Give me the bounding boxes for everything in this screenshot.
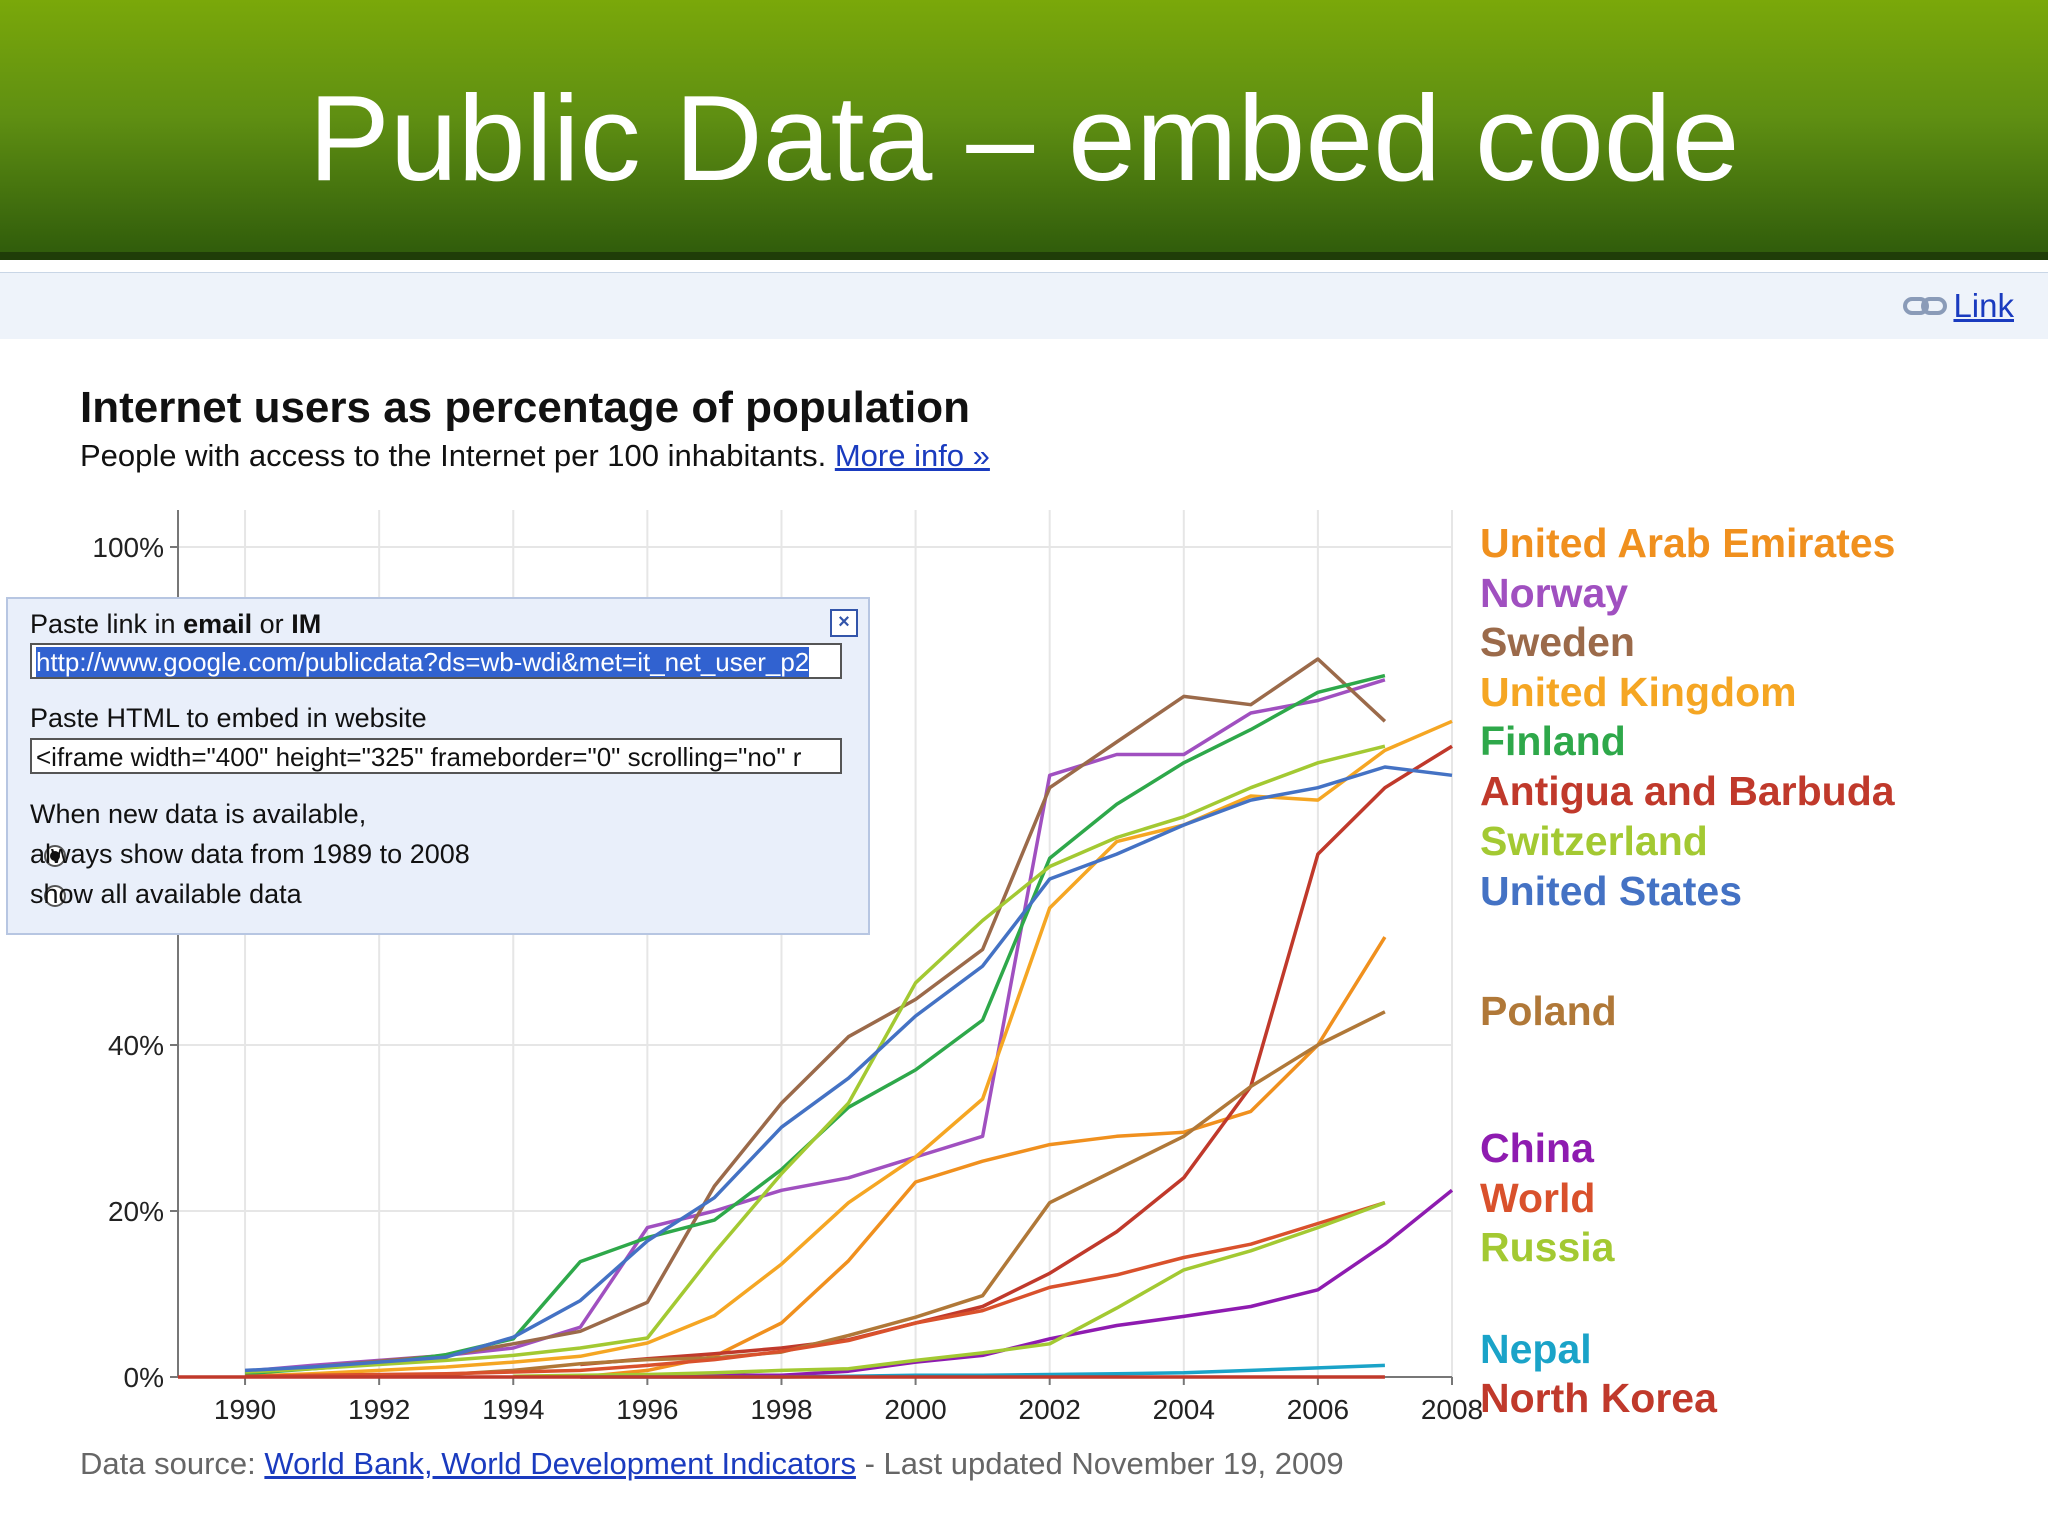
y-tick-label: 0% — [124, 1362, 164, 1393]
x-tick-label: 2008 — [1421, 1394, 1483, 1425]
legend-item[interactable]: Poland — [1480, 988, 1617, 1034]
legend-item[interactable]: United Arab Emirates — [1480, 520, 1896, 566]
series-line — [245, 765, 1453, 1373]
x-tick-label: 2004 — [1153, 1394, 1215, 1425]
chart-title: Internet users as percentage of populati… — [80, 383, 970, 432]
data-source: Data source: World Bank, World Developme… — [80, 1446, 1344, 1482]
y-tick-label: 100% — [92, 532, 164, 563]
series-line — [379, 1010, 1386, 1378]
legend-item[interactable]: United States — [1480, 868, 1742, 914]
y-tick-label: 20% — [108, 1196, 164, 1227]
slide-header: Public Data – embed code — [0, 0, 2048, 260]
x-tick-label: 1994 — [482, 1394, 544, 1425]
legend-item[interactable]: United Kingdom — [1480, 669, 1797, 715]
source-suffix: - Last updated November 19, 2009 — [864, 1446, 1344, 1481]
series-line — [245, 1201, 1386, 1378]
x-tick-label: 1998 — [750, 1394, 812, 1425]
legend-item[interactable]: World — [1480, 1175, 1596, 1221]
legend-item[interactable]: Sweden — [1480, 619, 1635, 665]
link-url-value: http://www.google.com/publicdata?ds=wb-w… — [36, 647, 810, 677]
x-tick-label: 1996 — [616, 1394, 678, 1425]
x-tick-label: 2002 — [1019, 1394, 1081, 1425]
option-fixed-radio[interactable] — [44, 845, 66, 867]
embed-field-label: Paste HTML to embed in website — [30, 703, 427, 733]
link-chain-icon — [1903, 297, 1948, 315]
embed-code-field[interactable]: <iframe width="400" height="325" framebo… — [30, 738, 842, 774]
legend-item[interactable]: Finland — [1480, 718, 1626, 764]
close-icon[interactable]: × — [830, 609, 858, 637]
legend-item[interactable]: China — [1480, 1125, 1594, 1171]
legend-item[interactable]: Norway — [1480, 570, 1629, 616]
series-line — [513, 1201, 1386, 1378]
option-fixed-label[interactable]: always show data from 1989 to 2008 — [30, 839, 470, 869]
source-prefix: Data source: — [80, 1446, 256, 1481]
series-line — [245, 744, 1386, 1374]
link-field-label: Paste link in email or IM — [30, 609, 321, 640]
x-tick-label: 1990 — [214, 1394, 276, 1425]
option-all-radio[interactable] — [44, 885, 66, 907]
legend-item[interactable]: Russia — [1480, 1224, 1615, 1270]
legend-item[interactable]: Antigua and Barbuda — [1480, 768, 1895, 814]
chart-subtitle: People with access to the Internet per 1… — [80, 438, 990, 474]
header-divider — [0, 252, 2048, 260]
link-url-field[interactable]: http://www.google.com/publicdata?ds=wb-w… — [30, 643, 842, 679]
embed-popup: Paste link in email or IM × http://www.g… — [6, 597, 870, 935]
more-info-link[interactable]: More info » — [834, 438, 990, 473]
chart-subtitle-text: People with access to the Internet per 1… — [80, 438, 827, 473]
link-button[interactable]: Link — [1903, 286, 2014, 326]
link-label[interactable]: Link — [1953, 287, 2014, 324]
x-tick-label: 1992 — [348, 1394, 410, 1425]
legend-item[interactable]: Switzerland — [1480, 818, 1708, 864]
x-tick-label: 2000 — [884, 1394, 946, 1425]
series-line — [245, 719, 1453, 1378]
x-tick-label: 2006 — [1287, 1394, 1349, 1425]
chart-toolbar — [0, 272, 2048, 339]
legend-item[interactable]: North Korea — [1480, 1375, 1717, 1421]
legend-item[interactable]: Nepal — [1480, 1326, 1592, 1372]
slide-title: Public Data – embed code — [308, 70, 1740, 206]
embed-code-value: <iframe width="400" height="325" framebo… — [36, 742, 802, 772]
link-label-or: or — [259, 609, 284, 639]
link-label-email: email — [183, 609, 253, 639]
link-label-prefix: Paste link in — [30, 609, 176, 639]
option-all-label[interactable]: show all available data — [30, 879, 302, 909]
series-line — [580, 744, 1453, 1367]
link-label-im: IM — [291, 609, 322, 639]
update-option-heading: When new data is available, — [30, 799, 367, 829]
source-link[interactable]: World Bank, World Development Indicators — [264, 1446, 856, 1481]
y-tick-label: 40% — [108, 1030, 164, 1061]
